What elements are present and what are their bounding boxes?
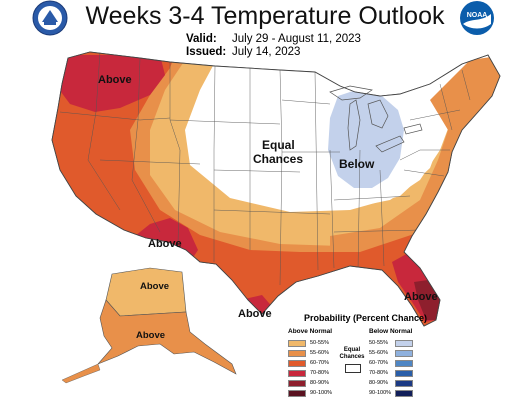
noaa-logo-icon: NOAA xyxy=(459,0,495,36)
alaska-north xyxy=(105,267,187,317)
legend-above-swatch-1 xyxy=(288,350,306,357)
label-above-texas: Above xyxy=(238,308,272,320)
legend-below-swatch-2 xyxy=(395,360,413,367)
label-above-northwest: Above xyxy=(98,74,132,86)
label-above-florida: Above xyxy=(404,291,438,303)
noaa-doc-seal-icon xyxy=(32,0,68,36)
legend-title: Probability (Percent Chance) xyxy=(303,313,428,323)
legend-above-label-1: 55-60% xyxy=(310,350,329,356)
legend-equal-chances-line1: Equal xyxy=(343,347,361,353)
legend-above-swatch-2 xyxy=(288,360,306,367)
equal-chances-region xyxy=(195,64,462,210)
issued-label: Issued: xyxy=(186,46,227,58)
legend-below-label-5: 90-100% xyxy=(369,390,392,396)
lake-huron xyxy=(367,99,389,129)
legend-above-label-0: 50-55% xyxy=(310,340,329,346)
legend-below-swatch-1 xyxy=(395,350,413,357)
valid-label: Valid: xyxy=(186,33,217,45)
legend-equal-chances-line2: Chances xyxy=(339,354,365,360)
above-55-60-east xyxy=(330,55,500,250)
label-equal-chances-2: Chances xyxy=(253,152,303,166)
legend-below-swatch-4 xyxy=(395,380,413,387)
legend-above-label-2: 60-70% xyxy=(310,360,329,366)
legend-below-label-2: 60-70% xyxy=(369,360,388,366)
lake-michigan xyxy=(347,99,361,151)
valid-value: July 29 - August 11, 2023 xyxy=(232,33,361,45)
above-50-55-region xyxy=(150,55,500,246)
legend-above-label-4: 80-90% xyxy=(310,380,329,386)
conus-outline xyxy=(51,51,501,327)
legend-below-label-4: 80-90% xyxy=(369,380,388,386)
probability-legend: Probability (Percent Chance) Above Norma… xyxy=(283,313,523,403)
legend-above-swatch-3 xyxy=(288,370,306,377)
aleutian-islands xyxy=(61,363,101,384)
label-above-alaska-south: Above xyxy=(136,330,165,341)
legend-below-header: Below Normal xyxy=(369,328,413,335)
legend-above-label-5: 90-100% xyxy=(310,390,333,396)
alaska-region xyxy=(61,267,237,384)
date-block: Valid: July 29 - August 11, 2023 Issued: J… xyxy=(186,33,361,59)
label-equal-chances-1: Equal xyxy=(262,138,295,152)
below-50-55-great-lakes xyxy=(328,88,404,188)
lake-erie xyxy=(375,135,405,153)
noaa-logo-text: NOAA xyxy=(467,12,488,19)
legend-above-header: Above Normal xyxy=(288,328,333,335)
label-above-alaska-north: Above xyxy=(140,281,169,292)
lake-ontario xyxy=(403,123,423,135)
legend-above-label-3: 70-80% xyxy=(310,370,329,376)
legend-below-swatch-0 xyxy=(395,340,413,347)
legend-below-label-0: 50-55% xyxy=(369,340,388,346)
issued-value: July 14, 2023 xyxy=(232,46,301,58)
legend-above-swatch-4 xyxy=(288,380,306,387)
legend-below-swatch-5 xyxy=(395,390,413,397)
legend-above-swatch-0 xyxy=(288,340,306,347)
legend-below-label-1: 55-60% xyxy=(369,350,388,356)
page-title: Weeks 3-4 Temperature Outlook xyxy=(85,2,445,30)
legend-equal-chances-title: Equal Chances xyxy=(338,347,366,361)
legend-below-swatch-3 xyxy=(395,370,413,377)
label-above-southwest: Above xyxy=(148,238,182,250)
alaska-south xyxy=(97,299,237,375)
legend-below-label-3: 70-80% xyxy=(369,370,388,376)
label-below: Below xyxy=(339,157,375,171)
state-borders xyxy=(59,52,471,286)
legend-equal-chances-swatch xyxy=(345,364,361,373)
legend-above-swatch-5 xyxy=(288,390,306,397)
above-70-80-northwest xyxy=(55,55,165,112)
